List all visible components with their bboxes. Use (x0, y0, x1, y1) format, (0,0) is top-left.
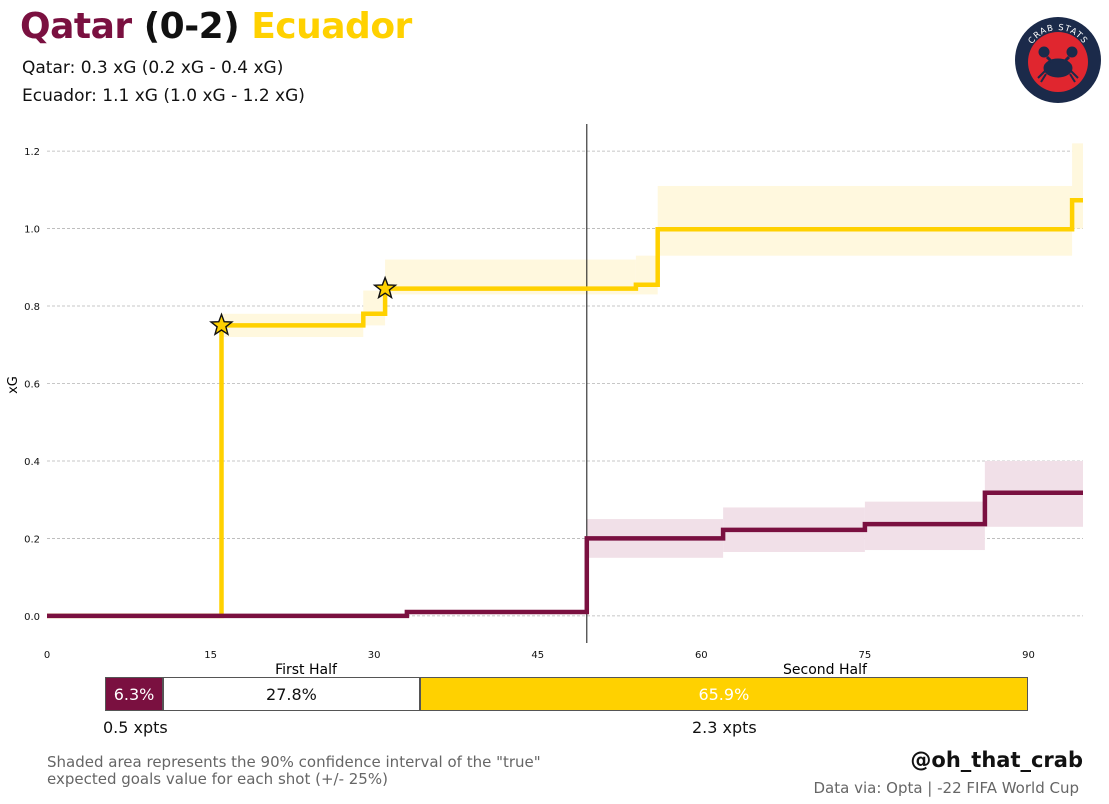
home-win-probability: 6.3% (105, 677, 164, 711)
y-axis-label: xG (6, 376, 21, 394)
y-tick-label: 1.2 (24, 147, 40, 158)
home-xg-summary: Qatar: 0.3 xG (0.2 xG - 0.4 xG) (22, 58, 284, 78)
second-half-label: Second Half (783, 662, 868, 678)
crab-stats-logo: CRAB STATS (1015, 17, 1101, 103)
match-title: Qatar (0-2) Ecuador (20, 6, 412, 47)
away-xpts: 2.3 xpts (692, 718, 757, 737)
x-tick-label: 45 (531, 650, 544, 661)
away-xg-summary: Ecuador: 1.1 xG (1.0 xG - 1.2 xG) (22, 86, 305, 106)
footnote-line-1: Shaded area represents the 90% confidenc… (47, 753, 541, 771)
first-half-label: First Half (275, 662, 338, 678)
y-tick-label: 0.8 (24, 302, 40, 313)
goal-markers (209, 275, 398, 336)
x-tick-label: 60 (695, 650, 708, 661)
confidence-band (657, 185, 1073, 256)
confidence-footnote: Shaded area represents the 90% confidenc… (47, 754, 541, 788)
x-tick-label: 90 (1022, 650, 1035, 661)
crab-icon (1037, 46, 1079, 83)
y-tick-label: 0.0 (24, 612, 40, 623)
y-tick-labels: 0.0 0.2 0.4 0.6 0.8 1.0 1.2 (24, 147, 40, 623)
y-tick-label: 1.0 (24, 225, 40, 236)
confidence-band (635, 255, 658, 295)
y-tick-label: 0.2 (24, 534, 40, 545)
home-team-name: Qatar (20, 6, 132, 47)
confidence-band (363, 290, 386, 326)
draw-probability: 27.8% (163, 677, 420, 711)
goal-star-icon (372, 275, 398, 300)
x-tick-label: 30 (368, 650, 381, 661)
confidence-band (1072, 143, 1083, 229)
goal-star-icon (209, 312, 234, 336)
away-team-name: Ecuador (251, 6, 412, 47)
y-tick-label: 0.4 (24, 457, 40, 468)
series-line-ecuador (47, 198, 1083, 619)
x-tick-label: 15 (204, 650, 217, 661)
xg-timeline-chart: 0.0 0.2 0.4 0.6 0.8 1.0 1.2 0 15 30 45 60 75 90 xG F… (6, 124, 1083, 678)
home-xpts: 0.5 xpts (103, 718, 168, 737)
match-score: (0-2) (143, 6, 240, 47)
y-tick-label: 0.6 (24, 380, 40, 391)
confidence-bands (221, 143, 1083, 558)
footnote-line-2: expected goals value for each shot (+/- … (47, 770, 388, 788)
away-win-probability: 65.9% (419, 677, 1028, 711)
x-tick-label: 0 (44, 650, 50, 661)
series-line-qatar (47, 490, 1083, 619)
x-tick-labels: 0 15 30 45 60 75 90 (44, 650, 1035, 661)
data-source: Data via: Opta | -22 FIFA World Cup (813, 779, 1080, 797)
x-tick-label: 75 (859, 650, 872, 661)
author-handle: @oh_that_crab (910, 748, 1083, 772)
xg-series (47, 198, 1083, 619)
